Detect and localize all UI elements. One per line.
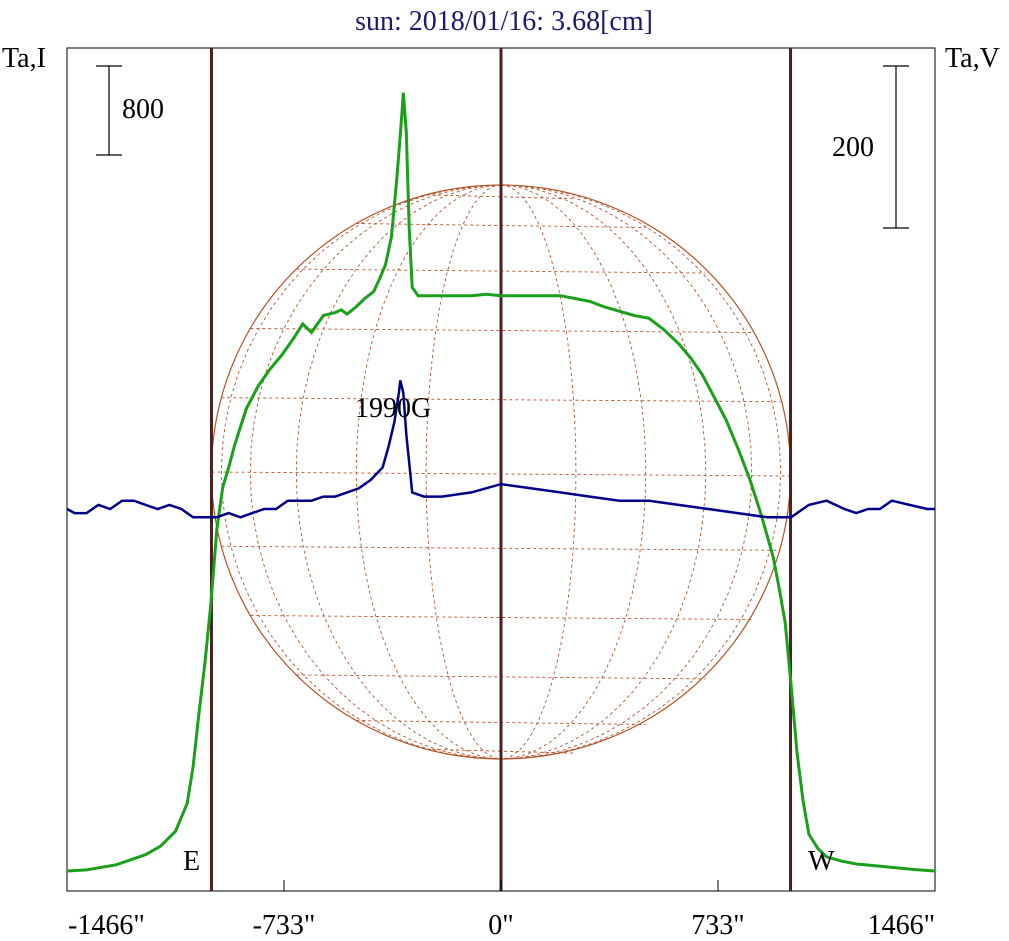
- x-tick-label: 0": [488, 910, 513, 941]
- solar-meridian: [500, 184, 782, 760]
- right-scale-bar-label: 200: [832, 132, 874, 163]
- left-scale-bar: [96, 65, 122, 156]
- right-axis-label: Ta,V: [945, 43, 1000, 74]
- solar-meridian: [425, 184, 502, 760]
- series-line-intensity: [66, 92, 936, 873]
- active-region-annotation: 1990G: [355, 393, 431, 424]
- solar-meridian: [500, 184, 707, 760]
- x-axis-ticks: -1466" -733" 0" 733" 1466": [66, 880, 936, 941]
- solar-meridian: [500, 184, 577, 760]
- west-limb-label: W: [808, 846, 835, 877]
- limb-markers: [209, 48, 793, 891]
- solar-meridian: [500, 184, 753, 760]
- solar-meridian: [295, 184, 502, 760]
- chart-title: sun: 2018/01/16: 3.68[cm]: [355, 6, 653, 37]
- series-line-polarization: [66, 380, 935, 519]
- east-limb-label: E: [183, 846, 200, 877]
- x-tick-label: -733": [253, 910, 316, 941]
- x-tick-label: -1466": [68, 910, 145, 941]
- solar-meridian: [500, 184, 647, 760]
- solar-meridian: [355, 184, 502, 760]
- left-axis-label: Ta,I: [2, 43, 46, 74]
- solar-meridian: [220, 184, 502, 760]
- right-scale-bar: [883, 65, 909, 229]
- left-scale-bar-label: 800: [122, 94, 164, 125]
- x-tick-label: 1466": [868, 910, 935, 941]
- x-tick-label: 733": [691, 910, 744, 941]
- solar-meridian: [249, 184, 502, 760]
